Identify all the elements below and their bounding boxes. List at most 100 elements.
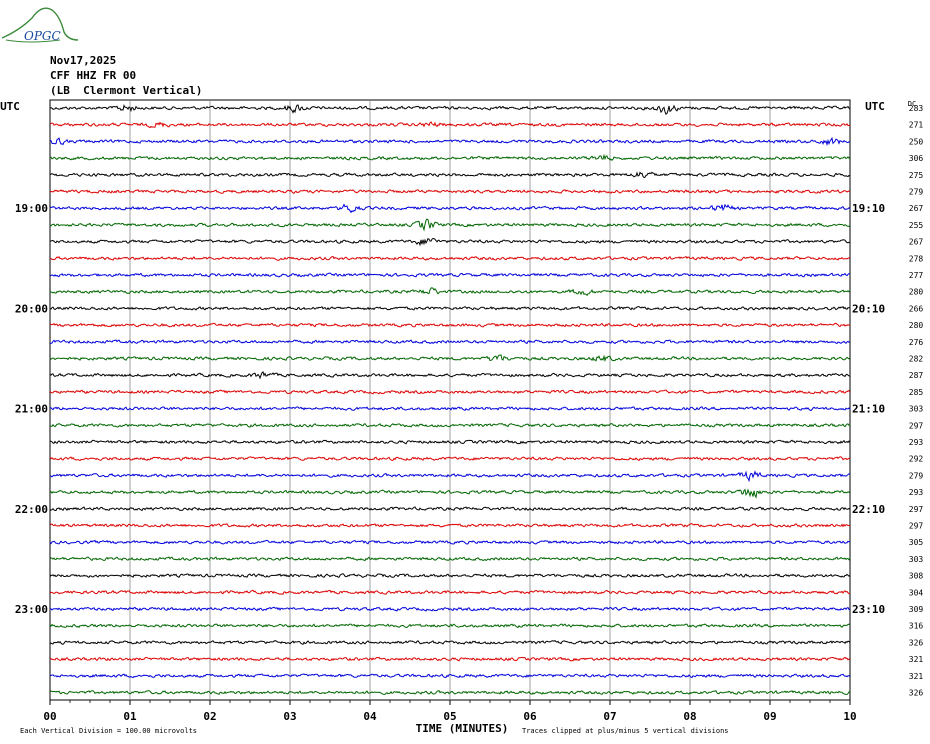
trace-line [49, 354, 851, 363]
dc-offset-label: 283 [909, 104, 924, 113]
logo-swoosh [5, 39, 61, 43]
dc-offset-label: 304 [909, 588, 924, 597]
right-hour-label: 20:10 [852, 302, 885, 315]
opgc-logo: OPGC [1, 7, 79, 43]
dc-offset-label: 266 [909, 304, 924, 313]
dc-offset-label: 279 [909, 188, 924, 197]
trace-line [49, 218, 851, 232]
dc-offset-label: 271 [909, 121, 924, 130]
location-label: (LB Clermont Vertical) [50, 84, 203, 97]
trace-line [49, 523, 851, 528]
dc-offset-label: 292 [909, 455, 924, 464]
left-hour-label: 22:00 [15, 503, 48, 516]
dc-offset-label: 282 [909, 355, 924, 364]
dc-offset-label: 305 [909, 538, 924, 547]
dc-offset-label: 326 [909, 638, 924, 647]
trace-line [49, 104, 851, 116]
x-tick-label: 02 [203, 710, 216, 723]
dc-offset-label: 250 [909, 137, 924, 146]
left-hour-label: 20:00 [15, 302, 48, 315]
right-hour-label: 19:10 [852, 202, 885, 215]
vertical-division-note: Each Vertical Division = 100.00 microvol… [20, 727, 197, 735]
trace-line [49, 539, 851, 545]
x-tick-label: 01 [123, 710, 137, 723]
trace-line [49, 456, 851, 462]
trace-line [49, 589, 851, 595]
trace-line [49, 305, 851, 311]
clipping-note: Traces clipped at plus/minus 5 vertical … [522, 727, 729, 735]
dc-offset-label: 316 [909, 622, 924, 631]
x-axis-title: TIME (MINUTES) [416, 722, 509, 735]
dc-offset-label: 279 [909, 471, 924, 480]
right-hour-label: 21:10 [852, 403, 885, 416]
trace-line [49, 623, 851, 629]
trace-line [49, 556, 851, 562]
dc-offset-label: 267 [909, 204, 924, 213]
trace-line [49, 339, 850, 345]
trace-line [49, 237, 851, 247]
right-hour-label: 22:10 [852, 503, 885, 516]
trace-line [49, 406, 851, 412]
right-timezone-label: UTC [865, 100, 885, 113]
trace-line [49, 606, 851, 612]
date-label: Nov17,2025 [50, 54, 117, 67]
trace-line [49, 121, 851, 129]
x-tick-label: 10 [843, 710, 856, 723]
right-hour-label: 23:10 [852, 603, 885, 616]
trace-line [49, 272, 851, 278]
dc-offset-label: 267 [909, 238, 924, 247]
trace-line [49, 488, 851, 499]
dc-offset-label: 275 [909, 171, 924, 180]
dc-offset-label: 306 [909, 154, 924, 163]
x-tick-label: 09 [763, 710, 776, 723]
dc-offset-label: 309 [909, 605, 924, 614]
trace-line [49, 470, 851, 483]
dc-offset-label: 297 [909, 522, 924, 531]
trace-line [49, 673, 851, 679]
dc-label: DC [908, 100, 916, 108]
x-tick-label: 03 [283, 710, 296, 723]
x-tick-label: 06 [523, 710, 537, 723]
dc-offset-label: 293 [909, 438, 924, 447]
dc-offset-label: 276 [909, 338, 924, 347]
trace-line [49, 370, 851, 380]
trace-line [49, 690, 851, 696]
station-label: CFF HHZ FR 00 [50, 69, 137, 82]
trace-line [49, 506, 851, 512]
left-hour-label: 23:00 [15, 603, 48, 616]
x-tick-label: 05 [443, 710, 456, 723]
left-hour-label: 19:00 [15, 202, 48, 215]
trace-line [49, 639, 851, 645]
dc-offset-label: 287 [909, 371, 924, 380]
left-hour-label: 21:00 [15, 403, 48, 416]
dc-offset-label: 280 [909, 321, 924, 330]
dc-offset-label: 321 [909, 672, 924, 681]
trace-line [49, 287, 851, 297]
trace-line [49, 255, 851, 261]
dc-offset-label: 326 [909, 689, 924, 698]
trace-line [49, 171, 851, 179]
trace-line [49, 136, 851, 147]
left-timezone-label: UTC [0, 100, 20, 113]
dc-offset-label: 293 [909, 488, 924, 497]
x-tick-label: 07 [603, 710, 616, 723]
dc-offset-label: 303 [909, 555, 924, 564]
logo-mountain [1, 7, 79, 41]
trace-line [49, 439, 851, 445]
dc-offset-label: 303 [909, 405, 924, 414]
dc-offset-label: 277 [909, 271, 924, 280]
trace-line [49, 322, 851, 328]
trace-line [49, 203, 851, 214]
dc-offset-label: 297 [909, 421, 924, 430]
trace-line [49, 153, 851, 162]
dc-offset-label: 280 [909, 288, 924, 297]
logo-text: OPGC [24, 29, 61, 43]
x-tick-label: 04 [363, 710, 377, 723]
dc-offset-label: 321 [909, 655, 924, 664]
trace-line [49, 189, 851, 194]
trace-line [49, 656, 851, 662]
trace-line [49, 422, 851, 428]
dc-offset-label: 255 [909, 221, 924, 230]
x-tick-label: 08 [683, 710, 696, 723]
